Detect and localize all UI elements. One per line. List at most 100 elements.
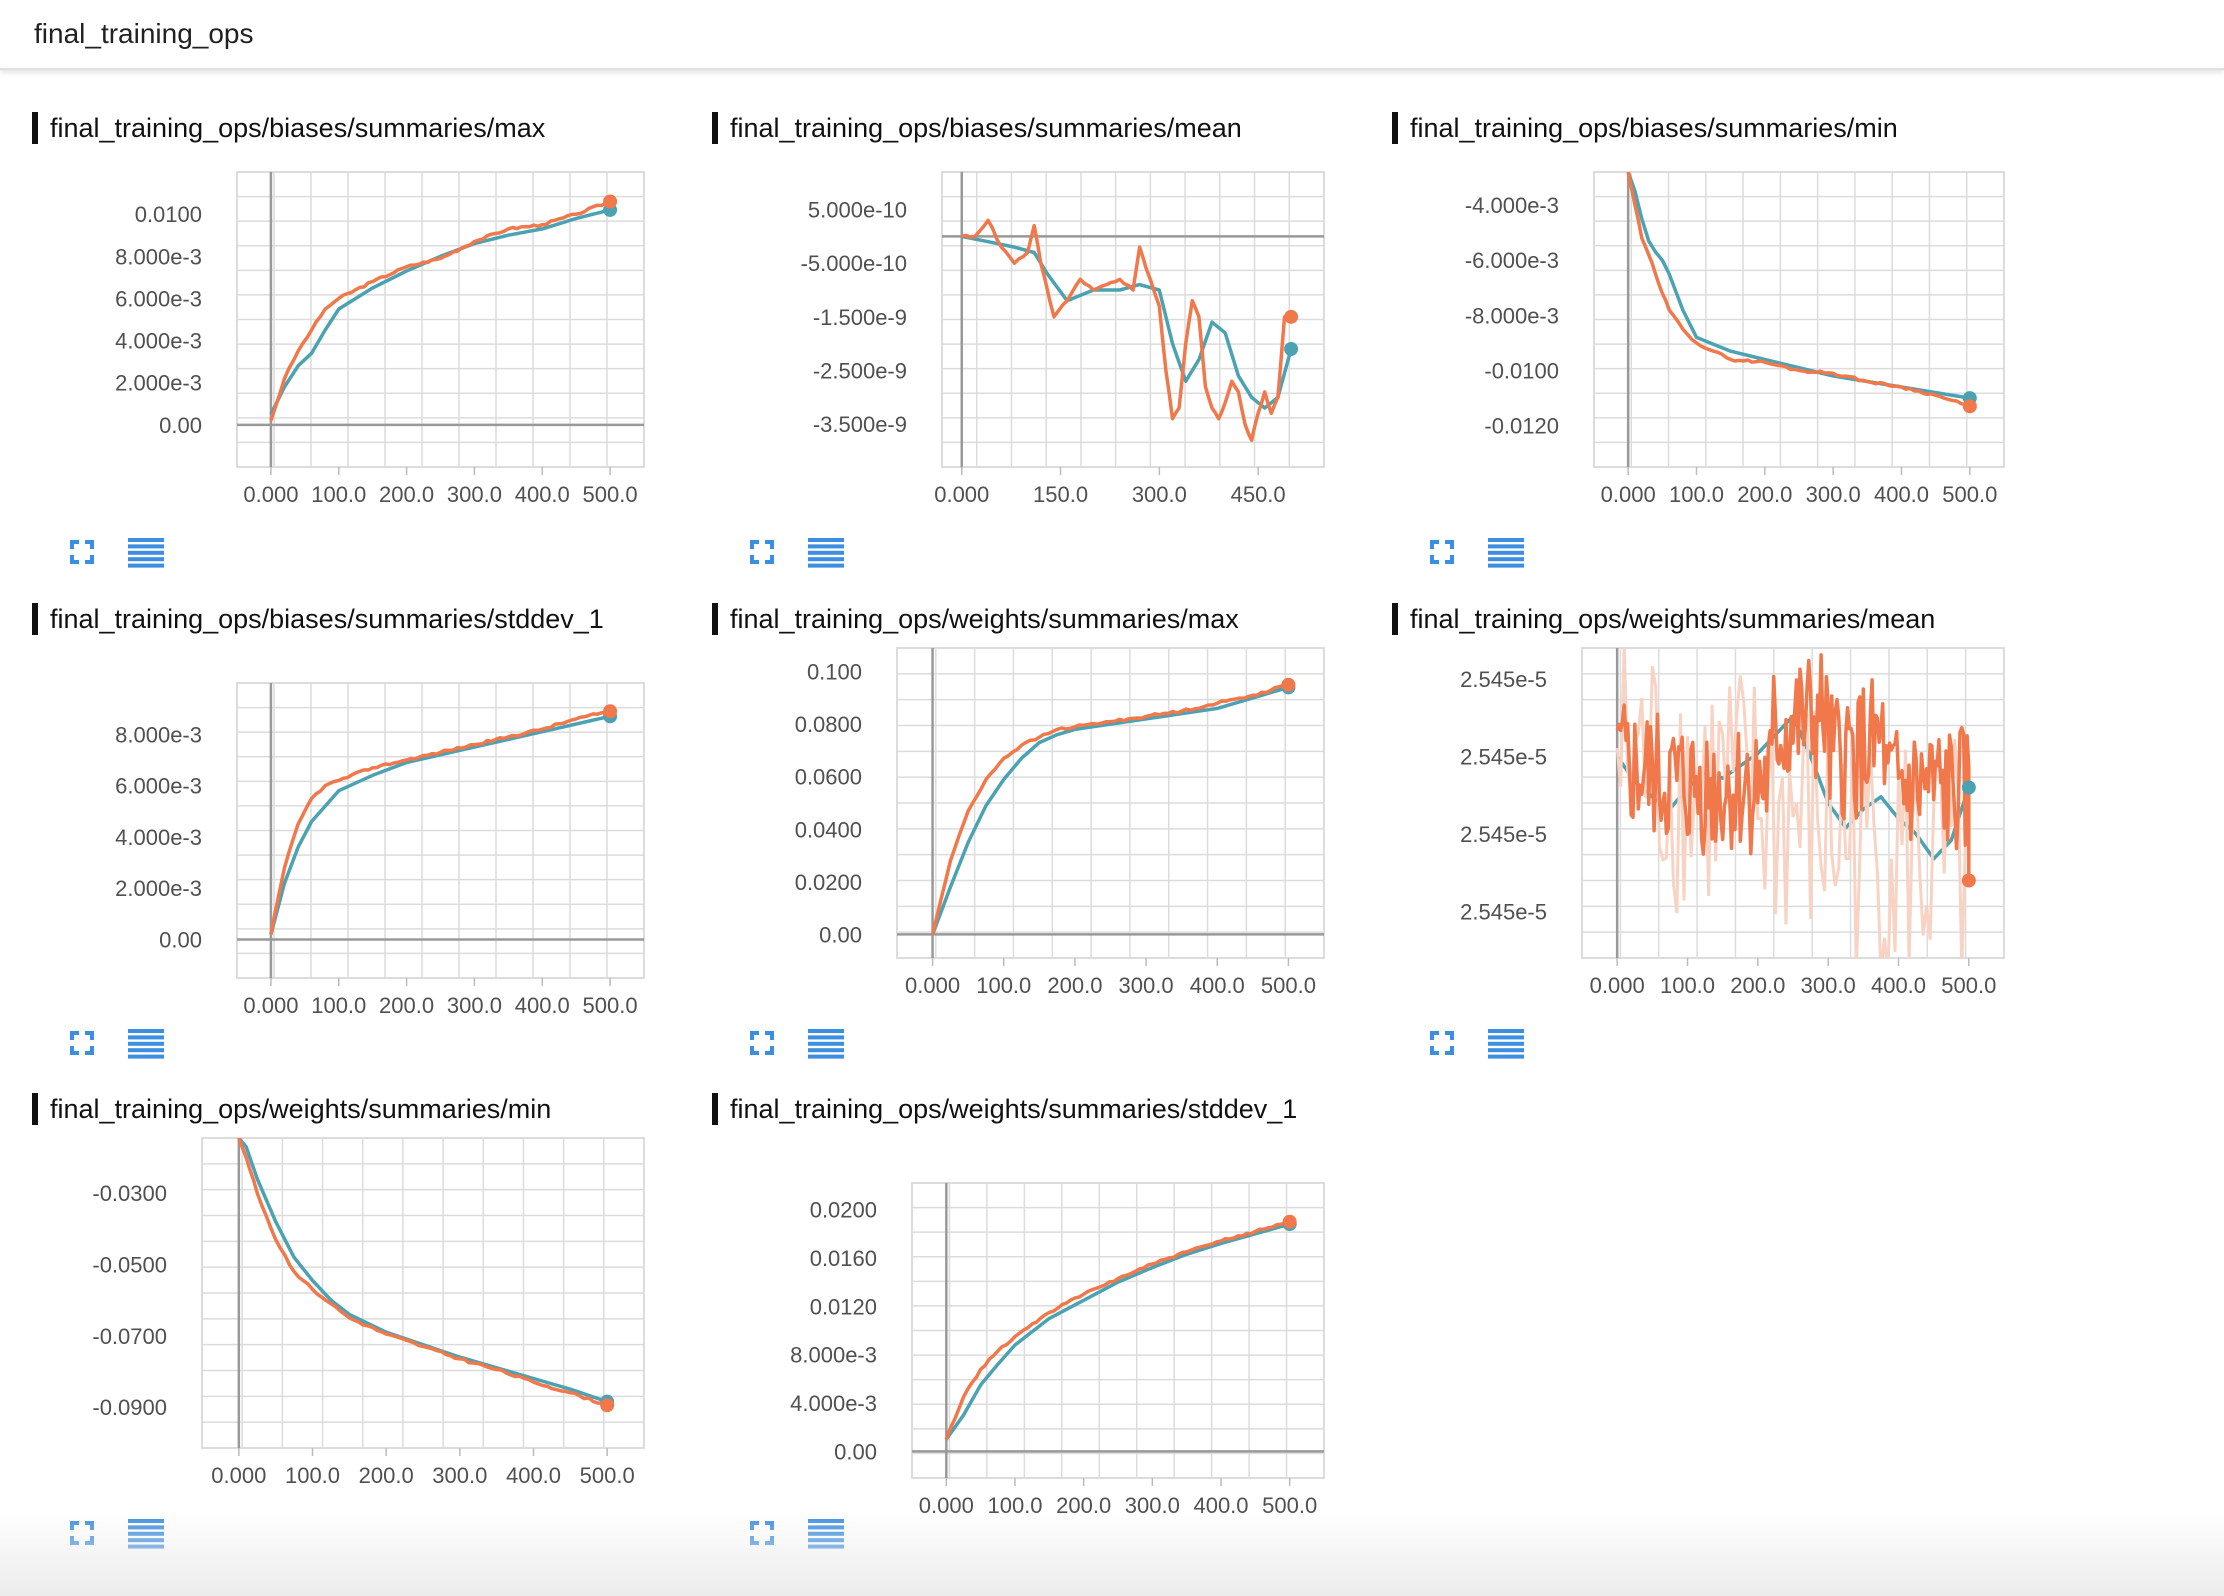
grid bbox=[201, 1137, 645, 1449]
y-tick-label: -1.500e-9 bbox=[813, 305, 907, 330]
x-tick-label: 300.0 bbox=[432, 1463, 487, 1488]
chart-card: final_training_ops/weights/summaries/mea… bbox=[1392, 603, 2052, 1093]
chart-title: final_training_ops/weights/summaries/max bbox=[712, 603, 1342, 635]
series-line bbox=[1626, 172, 1971, 408]
x-tick-label: 100.0 bbox=[1660, 973, 1715, 998]
series-line bbox=[269, 208, 611, 416]
chart-plot[interactable]: 0.000 100.0 200.0 300.0 400.0 500.00.02000.01… bbox=[712, 1133, 1372, 1533]
chart-card: final_training_ops/biases/summaries/stdd… bbox=[32, 603, 692, 1093]
x-tick-label: 500.0 bbox=[583, 482, 638, 507]
y-tick-label: -0.0700 bbox=[92, 1324, 167, 1349]
x-tick-label: 300.0 bbox=[1806, 482, 1861, 507]
fullscreen-icon[interactable] bbox=[62, 532, 102, 572]
x-tick-label: 100.0 bbox=[1669, 482, 1724, 507]
series-line bbox=[269, 709, 611, 935]
chart-plot[interactable]: 0.000 100.0 200.0 300.0 400.0 500.0 -4.000e-3 -… bbox=[1392, 137, 2052, 537]
series-line bbox=[944, 1219, 1291, 1440]
series-endpoint bbox=[1961, 780, 1976, 795]
chart-plot[interactable]: 0.000 100.0 200.0 300.0 400.0 500.0 2.545e-5 2.… bbox=[1392, 628, 2052, 1028]
x-tick-label: 150.0 bbox=[1033, 482, 1088, 507]
chart-card: final_training_ops/biases/summaries/min 0… bbox=[1392, 112, 2052, 602]
y-tick-label: 0.00 bbox=[819, 922, 862, 947]
chart-plot[interactable]: 0.000 150.0 300.0 450.0 5.000e-10 -5.000e-10 -… bbox=[712, 137, 1372, 537]
series-endpoint bbox=[1284, 309, 1299, 324]
x-tick-label: 450.0 bbox=[1231, 482, 1286, 507]
x-tick-label: 0.000 bbox=[905, 973, 960, 998]
x-tick-label: 500.0 bbox=[1942, 482, 1997, 507]
y-tick-label: 0.0600 bbox=[795, 765, 862, 790]
series-endpoint bbox=[1282, 1214, 1297, 1229]
x-tick-label: 200.0 bbox=[379, 482, 434, 507]
chart-card: final_training_ops/biases/summaries/max 0… bbox=[32, 112, 692, 602]
chart-card: final_training_ops/biases/summaries/mean… bbox=[712, 112, 1372, 602]
chart-plot[interactable]: 0.000 100.0 200.0 300.0 400.0 500.0 0.100 0.080… bbox=[712, 628, 1372, 1028]
chart-plot[interactable]: 0.000 100.0 200.0 300.0 400.0 500.0 8.000e-3 6.… bbox=[32, 643, 692, 1043]
y-tick-label: -8.000e-3 bbox=[1465, 303, 1559, 328]
x-tick-label: 200.0 bbox=[359, 1463, 414, 1488]
y-tick-label: -3.500e-9 bbox=[813, 412, 907, 437]
chart-plot[interactable]: 0.000 100.0 200.0 300.0 400.0 500.0 -0.0300 -0.… bbox=[32, 1118, 692, 1518]
series-line bbox=[237, 1138, 608, 1404]
y-tick-label: 0.0200 bbox=[795, 870, 862, 895]
y-tick-label: -4.000e-3 bbox=[1465, 193, 1559, 218]
y-tick-label: -0.0900 bbox=[92, 1395, 167, 1420]
series-endpoint bbox=[1284, 342, 1299, 356]
y-tick-label: -6.000e-3 bbox=[1465, 248, 1559, 273]
x-tick-label: 400.0 bbox=[1190, 973, 1245, 998]
chart-title: final_training_ops/weights/summaries/min bbox=[32, 1093, 662, 1125]
x-tick-label: 0.000 bbox=[1590, 973, 1645, 998]
grid bbox=[1593, 171, 2005, 468]
x-tick-label: 200.0 bbox=[1730, 973, 1785, 998]
series-endpoint bbox=[1962, 399, 1977, 414]
grid bbox=[236, 682, 645, 979]
x-tick-label: 300.0 bbox=[447, 993, 502, 1018]
x-tick-label: 500.0 bbox=[583, 993, 638, 1018]
fullscreen-icon[interactable] bbox=[62, 1023, 102, 1063]
x-tick-label: 300.0 bbox=[1801, 973, 1856, 998]
y-tick-label: 0.00 bbox=[159, 413, 202, 438]
x-tick-label: 0.000 bbox=[1601, 482, 1656, 507]
y-tick-label: 0.0100 bbox=[135, 202, 202, 227]
data-table-icon[interactable] bbox=[1486, 532, 1526, 572]
series-endpoint bbox=[603, 194, 618, 209]
y-tick-label: 4.000e-3 bbox=[115, 825, 202, 850]
x-tick-label: 200.0 bbox=[1737, 482, 1792, 507]
chart-card: final_training_ops/weights/summaries/std… bbox=[712, 1093, 1372, 1583]
data-table-icon[interactable] bbox=[126, 532, 166, 572]
data-table-icon[interactable] bbox=[806, 1023, 846, 1063]
y-tick-label: 0.00 bbox=[159, 928, 202, 953]
y-tick-label: 0.0120 bbox=[810, 1294, 877, 1319]
data-table-icon[interactable] bbox=[126, 1023, 166, 1063]
x-tick-label: 500.0 bbox=[1261, 973, 1316, 998]
y-tick-label: 4.000e-3 bbox=[115, 329, 202, 354]
fullscreen-icon[interactable] bbox=[742, 532, 782, 572]
y-tick-label: 5.000e-10 bbox=[808, 198, 907, 223]
chart-plot[interactable]: 0.000 100.0 200.0 300.0 400.0 500.0 0.0100 8.00… bbox=[32, 137, 692, 537]
data-table-icon[interactable] bbox=[806, 532, 846, 572]
chart-card: final_training_ops/weights/summaries/min… bbox=[32, 1093, 692, 1583]
series-line bbox=[269, 714, 611, 935]
x-tick-label: 0.000 bbox=[934, 482, 989, 507]
chart-title: final_training_ops/biases/summaries/min bbox=[1392, 112, 2022, 144]
series-endpoint bbox=[603, 704, 618, 719]
data-table-icon[interactable] bbox=[1486, 1023, 1526, 1063]
group-header[interactable]: final_training_ops bbox=[0, 0, 2224, 70]
y-tick-label: 2.000e-3 bbox=[115, 876, 202, 901]
x-tick-label: 0.000 bbox=[211, 1463, 266, 1488]
series-endpoint bbox=[1961, 873, 1976, 888]
grid bbox=[236, 171, 645, 468]
y-tick-label: -5.000e-10 bbox=[801, 251, 907, 276]
fullscreen-icon[interactable] bbox=[1422, 532, 1462, 572]
series-raw-line bbox=[1615, 648, 1971, 958]
series-endpoint bbox=[600, 1398, 615, 1413]
x-tick-label: 400.0 bbox=[506, 1463, 561, 1488]
chart-title: final_training_ops/biases/summaries/stdd… bbox=[32, 603, 662, 635]
series-line bbox=[930, 683, 1289, 935]
x-tick-label: 400.0 bbox=[515, 482, 570, 507]
x-tick-label: 300.0 bbox=[1132, 482, 1187, 507]
x-tick-label: 0.000 bbox=[243, 482, 298, 507]
fullscreen-icon[interactable] bbox=[1422, 1023, 1462, 1063]
y-tick-label: 0.100 bbox=[807, 660, 862, 685]
fullscreen-icon[interactable] bbox=[742, 1023, 782, 1063]
chart-title: final_training_ops/weights/summaries/std… bbox=[712, 1093, 1342, 1125]
